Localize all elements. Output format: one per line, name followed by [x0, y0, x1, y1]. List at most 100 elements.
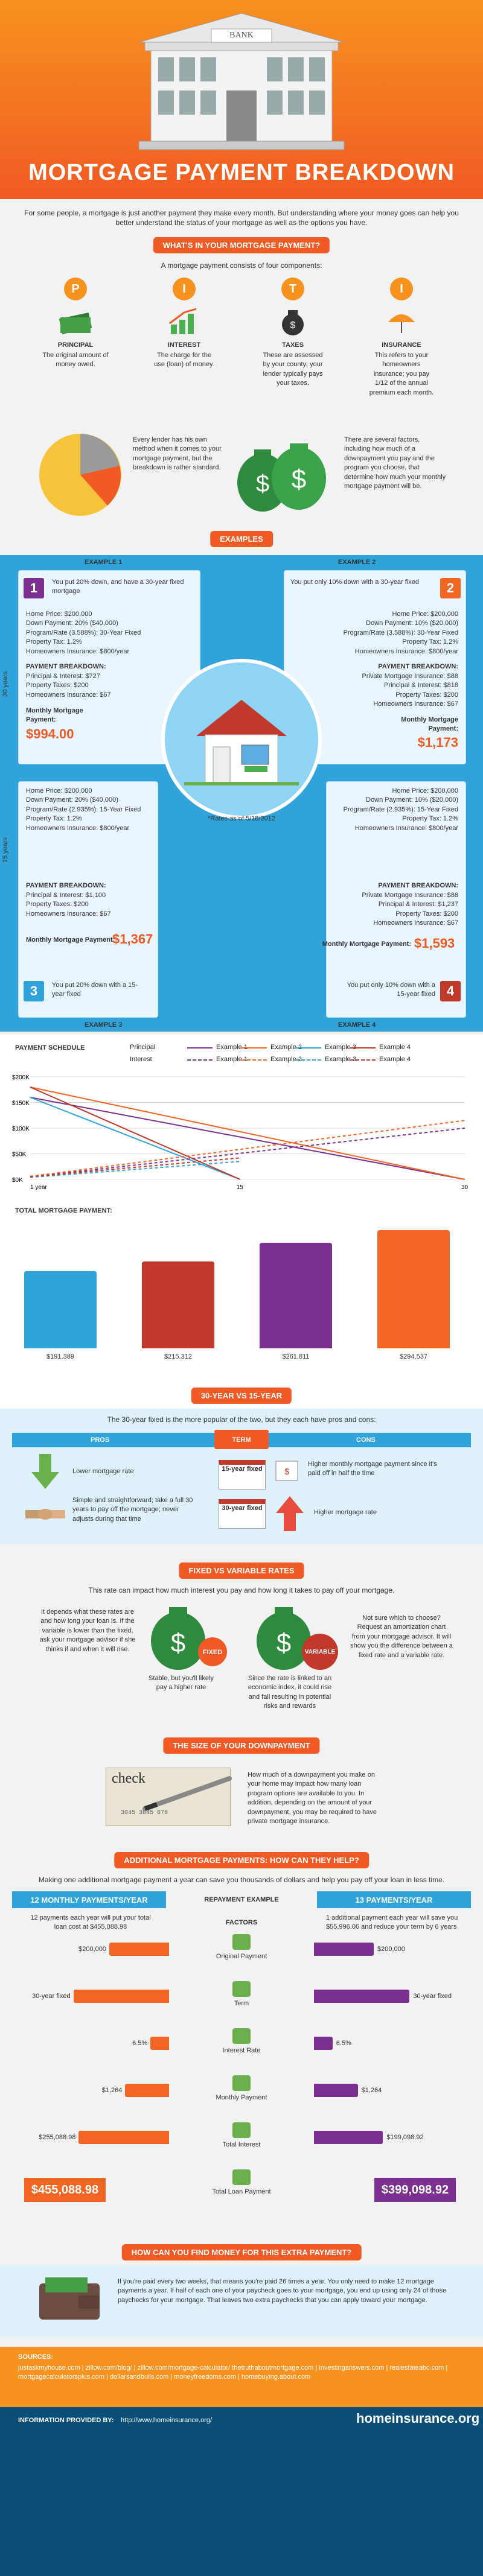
svg-text:$: $: [290, 320, 296, 331]
example2-label: EXAMPLE 2: [338, 559, 376, 566]
components-subtitle: A mortgage payment consists of four comp…: [161, 261, 322, 270]
svg-text:$: $: [256, 471, 269, 497]
series-line-example-3-interest: [30, 1161, 240, 1178]
variable-money-bag-icon: $: [257, 1607, 338, 1670]
total-payment-title: TOTAL MORTGAGE PAYMENT:: [15, 1207, 112, 1214]
right-title-bar: [317, 1891, 471, 1908]
y-tick-label: $0K: [12, 1177, 23, 1184]
section-heading-components: WHAT'S IN YOUR MORTGAGE PAYMENT?: [153, 237, 330, 253]
left-value-bar: [73, 1990, 169, 2003]
right-title: 13 PAYMENTS/YEAR: [355, 1896, 433, 1905]
example1-detail: Homeowners Insurance: $800/year: [26, 647, 130, 655]
example3-summary: You put 20% down with a 15-year fixed: [52, 982, 138, 998]
y-tick-label: $50K: [12, 1152, 27, 1158]
total-payment-chart: $191,389 $215,312 $261,811 $294,537: [12, 1225, 471, 1369]
example3-breakdown-item: Property Taxes: $200: [26, 901, 89, 909]
example2-detail: Down Payment: 10% ($20,000): [366, 620, 458, 627]
example4-detail: Property Tax: 1.2%: [402, 815, 458, 823]
example1-detail: Home Price: $200,000: [26, 611, 92, 618]
example4-summary: You put only 10% down with a 15-year fix…: [347, 982, 435, 998]
example2-breakdown: Private Mortgage Insurance: $88 Principa…: [292, 672, 458, 709]
total-bar: [260, 1243, 332, 1348]
legend-swatch: [187, 1059, 213, 1062]
example1-detail: Program/Rate (3.588%): 30-Year Fixed: [26, 629, 141, 636]
umbrella-icon: [388, 314, 415, 333]
fixed-var-intro: This rate can impact how much interest y…: [88, 1586, 395, 1594]
interest-title: INTEREST: [167, 341, 201, 349]
example1-detail: Property Tax: 1.2%: [26, 638, 82, 646]
provided-url[interactable]: http://www.homeinsurance.org/: [121, 2417, 213, 2424]
example4-breakdown-title: PAYMENT BREAKDOWN:: [378, 882, 458, 889]
example4-breakdown-item: Principal & Interest: $1,237: [378, 901, 458, 909]
side-label-30-years: 30 years: [2, 671, 9, 697]
intro-text: For some people, a mortgage is just anot…: [24, 209, 459, 227]
cons-label: CONS: [356, 1436, 376, 1444]
right-value-bar: [314, 1943, 374, 1956]
variable-label: VARIABLE: [304, 1649, 336, 1655]
schedule-title: PAYMENT SCHEDULE: [15, 1044, 85, 1052]
page-title: MORTGAGE PAYMENT BREAKDOWN: [28, 160, 455, 185]
fixed-text: Stable, but you'll likely pay a higher r…: [149, 1675, 214, 1692]
bill-icon: $: [275, 1461, 298, 1481]
money-bag-icon: $: [282, 310, 304, 335]
provided-label: INFORMATION PROVIDED BY:: [18, 2417, 114, 2424]
side-label-15-years: 15 years: [2, 837, 9, 863]
section-heading-additional: ADDITIONAL MORTGAGE PAYMENTS: HOW CAN TH…: [114, 1852, 369, 1868]
left-value: $255,088.98: [39, 2134, 76, 2141]
example3-details: Home Price: $200,000 Down Payment: 20% (…: [26, 787, 147, 833]
insurance-letter-icon: I: [390, 278, 413, 300]
series-line-example-4-interest: [30, 1157, 240, 1178]
rates-note: *Rates as of 5/18/2012: [208, 815, 275, 822]
interest-text: The charge for the use (loan) of money.: [154, 352, 214, 369]
legend-swatch: [242, 1059, 267, 1062]
total-bar: [24, 1271, 97, 1348]
principal-text: The original amount of money owed.: [42, 352, 109, 369]
section-heading-downpayment: THE SIZE OF YOUR DOWNPAYMENT: [163, 1737, 320, 1754]
bank-building-icon: [138, 13, 345, 150]
money-bags-icon: $ $: [237, 443, 326, 512]
example1-label: EXAMPLE 1: [85, 559, 123, 566]
factor-label: Total Interest: [222, 2141, 261, 2148]
calendar-30-year-icon: 30-year fixed: [219, 1499, 266, 1529]
example1-breakdown: Principal & Interest: $727 Property Taxe…: [26, 672, 183, 700]
taxes-text: These are assessed by your county; your …: [263, 352, 323, 387]
example3-breakdown: Principal & Interest: $1,100 Property Ta…: [26, 891, 153, 919]
legend-swatch: [350, 1047, 376, 1050]
example3-card: Home Price: $200,000 Down Payment: 20% (…: [18, 781, 158, 1018]
example3-label: EXAMPLE 3: [85, 1021, 123, 1029]
principal-title: PRINCIPAL: [57, 341, 94, 349]
factor-icon: [232, 1934, 251, 1950]
brand-logo[interactable]: homeinsurance.org: [356, 2411, 480, 2426]
x-tick-label: 1 year: [30, 1184, 47, 1191]
pie-graphic: [39, 434, 121, 516]
principal-letter-icon: P: [64, 278, 87, 300]
example3-detail: Program/Rate (2.935%): 15-Year Fixed: [26, 805, 141, 813]
pie-text: Every lender has his own method when it …: [133, 436, 222, 472]
example2-breakdown-item: Homeowners Insurance: $67: [373, 700, 458, 708]
left-value-bar: [78, 2131, 169, 2144]
factor-icon: [232, 2075, 251, 2091]
insurance-text: This refers to your homeowners insurance…: [369, 352, 434, 396]
factor-icon: [232, 2028, 251, 2044]
example4-detail: Down Payment: 10% ($20,000): [366, 796, 458, 804]
sources-label: SOURCES:: [18, 2353, 54, 2361]
total-bar-label: $294,537: [400, 1353, 427, 1360]
section-heading-fixed-variable: FIXED VS VARIABLE RATES: [179, 1562, 304, 1579]
y-tick-label: $150K: [12, 1100, 30, 1107]
example4-detail: Program/Rate (2.935%): 15-Year Fixed: [343, 805, 458, 813]
down-arrow-icon: [31, 1454, 59, 1489]
example2-breakdown-item: Principal & Interest: $818: [384, 682, 458, 690]
left-value-bar: [109, 1943, 169, 1956]
example1-details: Home Price: $200,000 Down Payment: 20% (…: [26, 610, 189, 656]
example2-detail: Homeowners Insurance: $800/year: [354, 647, 458, 655]
footer-sources-band: [0, 2347, 483, 2407]
example3-detail: Home Price: $200,000: [26, 787, 92, 795]
fixed-label: FIXED: [202, 1649, 223, 1656]
right-value-bar: [314, 2037, 333, 2050]
example3-monthly-label: Monthly Mortgage Payment:: [26, 936, 115, 944]
total-loan-right: $399,098.92: [374, 2178, 456, 2202]
factors-text: There are several factors, including how…: [344, 436, 446, 490]
legend-label: Example 2: [270, 1056, 302, 1063]
svg-text:$: $: [171, 1628, 185, 1658]
bank-sign: BANK: [229, 31, 254, 40]
